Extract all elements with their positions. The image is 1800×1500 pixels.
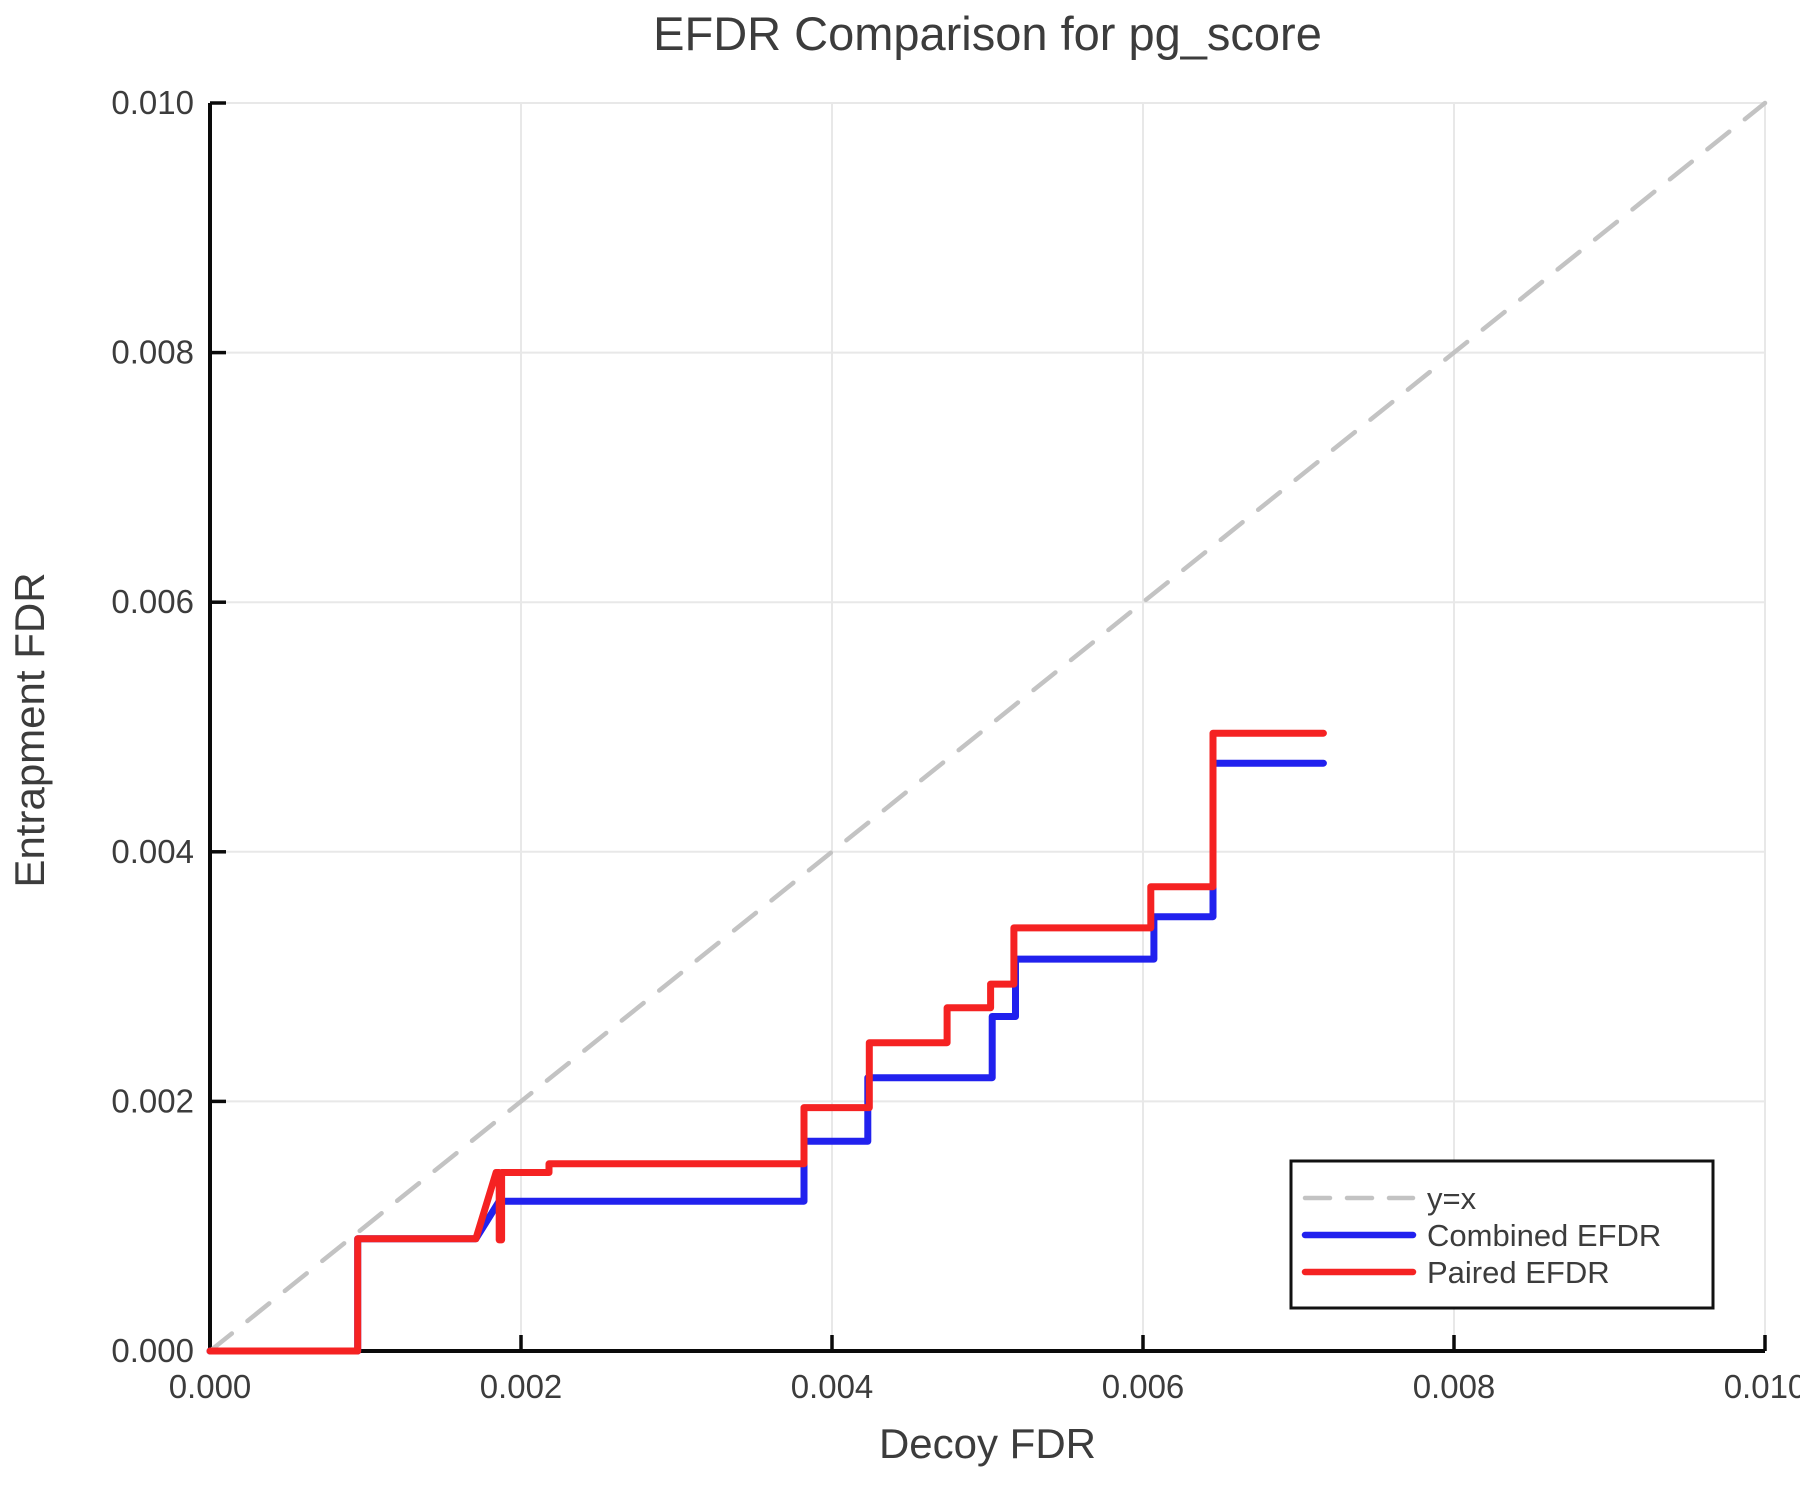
x-tick-label: 0.008 bbox=[1413, 1368, 1496, 1405]
x-tick-label: 0.010 bbox=[1724, 1368, 1800, 1405]
y-x-line bbox=[207, 100, 1768, 1354]
paired-efdr-line bbox=[206, 729, 1327, 1355]
legend-label: Paired EFDR bbox=[1427, 1255, 1610, 1290]
x-tick-label: 0.002 bbox=[480, 1368, 563, 1405]
y-tick-label: 0.010 bbox=[111, 84, 194, 121]
chart-title: EFDR Comparison for pg_score bbox=[653, 7, 1322, 60]
legend-label: y=x bbox=[1427, 1181, 1477, 1216]
legend-item-paired-efdr: Paired EFDR bbox=[1301, 1255, 1610, 1290]
x-tick-label: 0.006 bbox=[1102, 1368, 1185, 1405]
x-tick-label: 0.004 bbox=[791, 1368, 874, 1405]
legend-item-combined-efdr: Combined EFDR bbox=[1301, 1218, 1661, 1253]
y-tick-label: 0.006 bbox=[111, 583, 194, 620]
legend-item-y-x: y=x bbox=[1302, 1181, 1477, 1216]
x-axis-title: Decoy FDR bbox=[878, 1420, 1097, 1467]
y-tick-label: 0.004 bbox=[111, 833, 194, 870]
y-tick-label: 0.002 bbox=[111, 1082, 194, 1119]
y-tick-label: 0.008 bbox=[111, 334, 194, 371]
x-tick-label: 0.000 bbox=[169, 1368, 252, 1405]
y-tick-label: 0.000 bbox=[111, 1332, 194, 1369]
y-axis-title: Entrapment FDR bbox=[6, 572, 53, 888]
legend-label: Combined EFDR bbox=[1427, 1218, 1661, 1253]
